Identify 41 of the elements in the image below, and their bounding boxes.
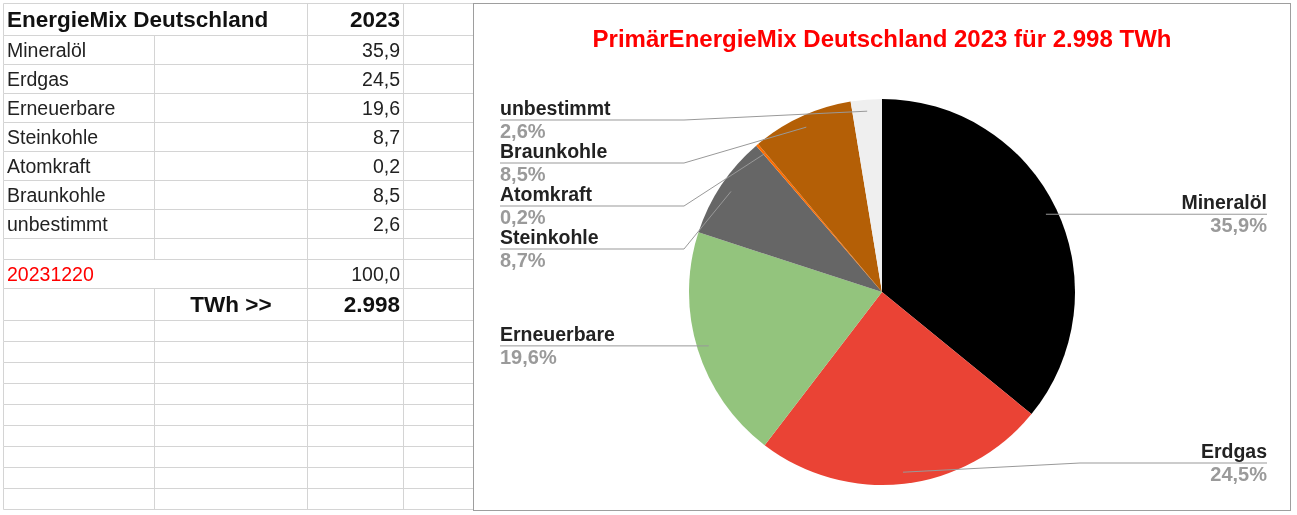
pie-slice: [758, 101, 882, 292]
slice-label: unbestimmt: [500, 97, 612, 119]
text: 8,5: [372, 183, 400, 206]
text: 2.998: [342, 290, 401, 319]
category-label: Erdgas: [6, 66, 70, 92]
text: 35,9: [362, 38, 400, 61]
slice-label: Erneuerbare: [500, 322, 616, 345]
text: 20231220: [6, 261, 95, 287]
text: 19,6: [362, 96, 400, 119]
slice-label: Braunkohle: [500, 140, 608, 162]
slice-label: Erdgas: [1200, 440, 1268, 462]
text: 2,6: [372, 212, 400, 235]
category-label: Atomkraft: [6, 153, 92, 179]
category-label: unbestimmt: [6, 211, 109, 237]
pie-slice: [698, 145, 882, 292]
pie-slice: [689, 232, 882, 446]
text: EnergieMix Deutschland: [6, 5, 270, 34]
chart-title: PrimärEnergieMix Deutschland 2023 für 2.998 TWh: [592, 25, 1172, 52]
text: 100,0: [350, 261, 401, 287]
slice-label: Steinkohle: [500, 226, 599, 248]
data-label: 19,6%: [500, 345, 557, 368]
pie-slice: [764, 292, 1032, 485]
data-label: 8,7%: [500, 249, 546, 271]
text: 8,7: [372, 125, 400, 148]
data-label: 24,5%: [1210, 463, 1268, 485]
slice-label: Mineralöl: [1181, 191, 1267, 214]
pie-slice: [850, 99, 882, 292]
data-label: 2,6%: [500, 120, 546, 142]
category-label: Erneuerbare: [6, 95, 117, 121]
pie-slice: [882, 99, 1075, 415]
data-label: 8,5%: [500, 163, 546, 185]
text: 24,5: [362, 67, 400, 90]
data-label: 0,2%: [500, 206, 546, 228]
slice-label: Atomkraft: [500, 183, 593, 205]
category-label: Steinkohle: [6, 124, 100, 150]
category-label: Braunkohle: [6, 182, 107, 208]
data-label: 35,9%: [1210, 214, 1268, 237]
text: TWh >>: [189, 290, 273, 319]
category-label: Mineralöl: [6, 37, 88, 63]
text: 2023: [348, 5, 401, 34]
text: 0,2: [372, 154, 400, 177]
